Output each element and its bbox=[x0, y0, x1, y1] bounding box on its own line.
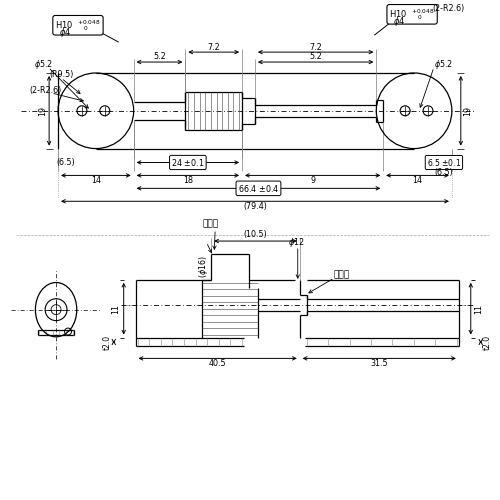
Text: $\phi$12: $\phi$12 bbox=[288, 236, 305, 248]
Text: 11: 11 bbox=[474, 304, 483, 314]
Text: 19: 19 bbox=[38, 106, 48, 116]
Text: 19: 19 bbox=[464, 106, 472, 116]
Text: 7.2: 7.2 bbox=[208, 42, 220, 51]
Text: $\phi$4: $\phi$4 bbox=[59, 26, 71, 38]
Text: 9: 9 bbox=[310, 176, 315, 185]
Text: $\phi$5.2: $\phi$5.2 bbox=[34, 58, 53, 70]
Text: 18: 18 bbox=[183, 176, 193, 185]
Text: 66.4 $\pm$0.4: 66.4 $\pm$0.4 bbox=[238, 183, 279, 194]
Text: カシメ: カシメ bbox=[202, 220, 218, 228]
Text: (R9.5): (R9.5) bbox=[49, 70, 74, 80]
Text: カシメ: カシメ bbox=[334, 270, 349, 280]
Text: t2.0: t2.0 bbox=[483, 334, 492, 349]
Text: H10  $^{+0.048}_{\ \ \ 0}$: H10 $^{+0.048}_{\ \ \ 0}$ bbox=[55, 18, 101, 32]
Text: 14: 14 bbox=[91, 176, 101, 185]
Text: 31.5: 31.5 bbox=[370, 359, 388, 368]
Text: H10  $^{+0.048}_{\ \ \ 0}$: H10 $^{+0.048}_{\ \ \ 0}$ bbox=[390, 7, 435, 22]
Text: 6.5 $\pm$0.1: 6.5 $\pm$0.1 bbox=[427, 157, 461, 168]
Text: 7.2: 7.2 bbox=[310, 42, 322, 51]
Text: 5.2: 5.2 bbox=[153, 52, 166, 60]
Text: (2-R2.6): (2-R2.6) bbox=[29, 86, 62, 96]
Text: (6.5): (6.5) bbox=[434, 168, 454, 177]
Text: (2-R2.6): (2-R2.6) bbox=[432, 4, 464, 13]
Text: 24 $\pm$0.1: 24 $\pm$0.1 bbox=[171, 157, 204, 168]
Text: (6.5): (6.5) bbox=[56, 158, 76, 167]
Text: 14: 14 bbox=[412, 176, 422, 185]
Text: ($\phi$16): ($\phi$16) bbox=[197, 256, 210, 278]
Text: (79.4): (79.4) bbox=[243, 202, 267, 210]
Text: t2.0: t2.0 bbox=[102, 334, 112, 349]
Text: $\phi$5.2: $\phi$5.2 bbox=[434, 58, 453, 70]
Text: $\phi$4: $\phi$4 bbox=[393, 15, 406, 28]
Text: 40.5: 40.5 bbox=[209, 359, 226, 368]
Text: 5.2: 5.2 bbox=[310, 52, 322, 60]
Text: 11: 11 bbox=[111, 304, 120, 314]
Text: (10.5): (10.5) bbox=[244, 230, 268, 238]
